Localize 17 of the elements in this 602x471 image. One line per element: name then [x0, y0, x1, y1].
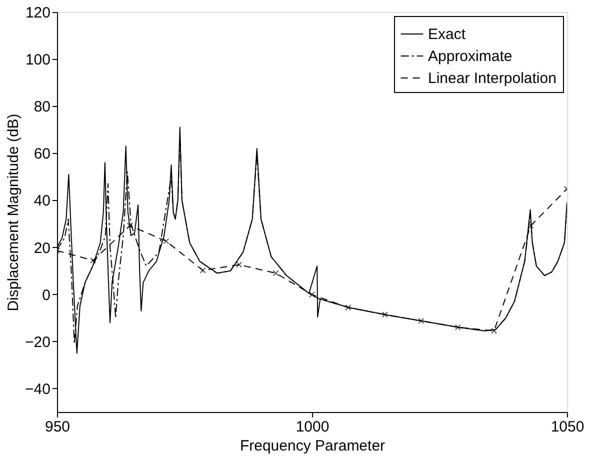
y-tick-label: 80 [34, 98, 50, 116]
y-tick-label: 40 [34, 192, 50, 210]
legend-label: Approximate [428, 48, 512, 65]
y-tick-label: 120 [25, 4, 50, 22]
x-tick-label: 1050 [550, 418, 584, 436]
y-tick-label: 0 [42, 286, 50, 304]
legend-label: Exact [428, 26, 466, 43]
legend-label: Linear Interpolation [428, 70, 556, 87]
x-tick-label: 1000 [296, 418, 330, 436]
x-axis-title: Frequency Parameter [240, 438, 386, 454]
y-tick-label: 60 [34, 146, 50, 163]
y-tick-label: −20 [25, 334, 50, 351]
y-tick-label: −40 [25, 380, 50, 398]
y-axis-title: Displacement Magnitude (dB) [5, 114, 22, 312]
y-tick-label: 20 [34, 240, 50, 257]
y-tick-label: 100 [25, 52, 50, 69]
x-tick-label: 950 [44, 418, 70, 436]
